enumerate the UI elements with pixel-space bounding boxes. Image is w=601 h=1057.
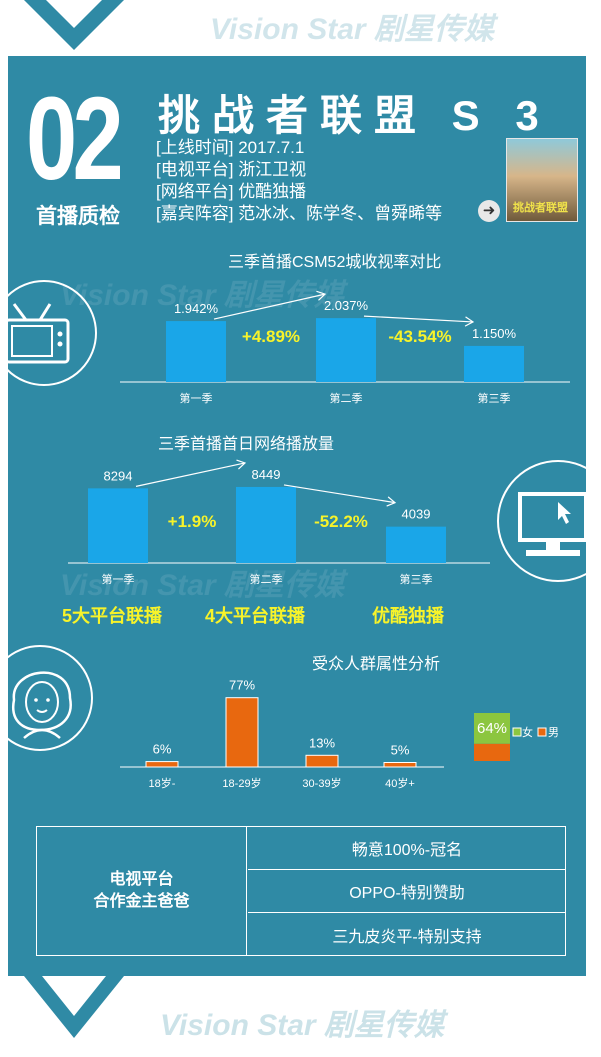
data-label: 4039 bbox=[402, 507, 431, 522]
sponsor-item: 畅意100%-冠名 bbox=[248, 827, 566, 870]
bar bbox=[236, 486, 296, 563]
tv-icon bbox=[0, 280, 97, 386]
tick-label: 第二季 bbox=[330, 391, 363, 405]
trend-arrow-line bbox=[283, 484, 396, 504]
data-label: 8449 bbox=[252, 467, 281, 482]
info-guests: [嘉宾阵容] 范冰冰、陈学冬、曾舜晞等 bbox=[156, 204, 443, 223]
tick-label: 30-39岁 bbox=[302, 776, 341, 790]
change-label: -52.2% bbox=[314, 512, 368, 531]
section-subtitle: 首播质检 bbox=[36, 205, 120, 228]
show-poster: 挑战者联盟 bbox=[506, 138, 578, 222]
chart1-ratings: 1.942% 第一季 2.037% 第二季 1.150% 第三季 +4.89% -43.54% bbox=[120, 290, 570, 405]
info-tv-platform: [电视平台] 浙江卫视 bbox=[156, 160, 307, 179]
sponsor-label: 电视平台 合作金主爸爸 bbox=[37, 827, 247, 955]
sponsor-item: 三九皮炎平-特别支持 bbox=[332, 928, 482, 946]
data-label: 5% bbox=[391, 743, 410, 758]
data-label: 1.150% bbox=[472, 326, 517, 341]
show-title: 挑战者联盟 S 3 bbox=[158, 92, 551, 139]
data-label: 13% bbox=[309, 735, 335, 750]
data-label: 64% bbox=[477, 720, 507, 737]
bar bbox=[316, 318, 376, 382]
tick-label: 第三季 bbox=[400, 572, 433, 586]
trend-arrow-head bbox=[464, 316, 475, 327]
data-label: 77% bbox=[229, 678, 255, 693]
watermark-top: Vision Star 剧星传媒 bbox=[210, 13, 494, 46]
tick-label: 40岁+ bbox=[385, 776, 415, 790]
change-label: +1.9% bbox=[168, 512, 217, 531]
bar bbox=[474, 713, 510, 744]
info-web-platform: [网络平台] 优酷独播 bbox=[156, 182, 307, 201]
trend-arrow-line bbox=[363, 315, 474, 323]
bar bbox=[474, 743, 510, 761]
arrow-right-icon[interactable]: ➜ bbox=[478, 200, 500, 222]
legend-label: 女 bbox=[522, 725, 533, 739]
audience-woman-icon bbox=[0, 645, 93, 751]
bottom-chevron-icon bbox=[24, 976, 124, 1038]
top-chevron-icon bbox=[24, 0, 124, 50]
bar bbox=[305, 754, 339, 768]
change-label: +4.89% bbox=[242, 327, 300, 346]
tick-label: 第一季 bbox=[180, 391, 213, 405]
bar bbox=[383, 762, 417, 768]
legend-swatch bbox=[512, 727, 522, 737]
info-release: [上线时间] 2017.7.1 bbox=[156, 138, 305, 157]
chart3-title: 受众人群属性分析 bbox=[312, 656, 441, 673]
data-label: 8294 bbox=[104, 468, 133, 483]
tick-label: 第三季 bbox=[478, 391, 511, 405]
trend-arrow-head bbox=[236, 459, 247, 470]
legend-label: 男 bbox=[548, 727, 559, 739]
chart2-views: 8294 第一季 8449 第二季 4039 第三季 +1.9% -52.2% bbox=[68, 459, 490, 586]
trend-arrow-head bbox=[386, 496, 397, 507]
chart4-gender: 64% 女 男 bbox=[474, 713, 559, 761]
tick-label: 18-29岁 bbox=[222, 776, 261, 790]
tick-label: 18岁- bbox=[149, 776, 176, 790]
bar bbox=[464, 345, 524, 382]
chart2-title: 三季首播首日网络播放量 bbox=[158, 436, 335, 453]
watermark-mid-2: Vision Star 剧星传媒 bbox=[60, 569, 344, 602]
legend-swatch bbox=[537, 727, 547, 737]
data-label: 1.942% bbox=[174, 301, 219, 316]
bar bbox=[386, 526, 446, 563]
tick-label: 第二季 bbox=[250, 572, 283, 586]
chart1-title: 三季首播CSM52城收视率对比 bbox=[228, 254, 442, 271]
data-label: 2.037% bbox=[324, 298, 369, 313]
platform-label-3: 优酷独播 bbox=[372, 606, 444, 626]
data-label: 6% bbox=[153, 742, 172, 757]
change-label: -43.54% bbox=[388, 327, 451, 346]
sponsor-item: OPPO-特别赞助 bbox=[248, 870, 566, 913]
trend-arrow-head bbox=[316, 290, 327, 301]
trend-arrow-line bbox=[213, 293, 326, 320]
bar bbox=[225, 697, 259, 768]
bar bbox=[166, 321, 226, 382]
computer-icon bbox=[497, 460, 601, 582]
watermark-mid-1: Vision Star 剧星传媒 bbox=[60, 279, 344, 312]
sponsor-table: 电视平台 合作金主爸爸 畅意100%-冠名 OPPO-特别赞助 三九皮炎平-特别… bbox=[36, 826, 566, 956]
platform-label-2: 4大平台联播 bbox=[205, 606, 306, 626]
section-number: 02 bbox=[26, 73, 124, 205]
trend-arrow-line bbox=[135, 462, 246, 487]
platform-label-1: 5大平台联播 bbox=[62, 606, 163, 626]
tick-label: 第一季 bbox=[102, 572, 135, 586]
watermark-bottom: Vision Star 剧星传媒 bbox=[160, 1009, 444, 1042]
chart3-age: 6% 18岁- 77% 18-29岁 13% 30-39岁 5% 40岁+ bbox=[120, 678, 444, 790]
bar bbox=[88, 488, 148, 563]
bar bbox=[145, 761, 179, 768]
